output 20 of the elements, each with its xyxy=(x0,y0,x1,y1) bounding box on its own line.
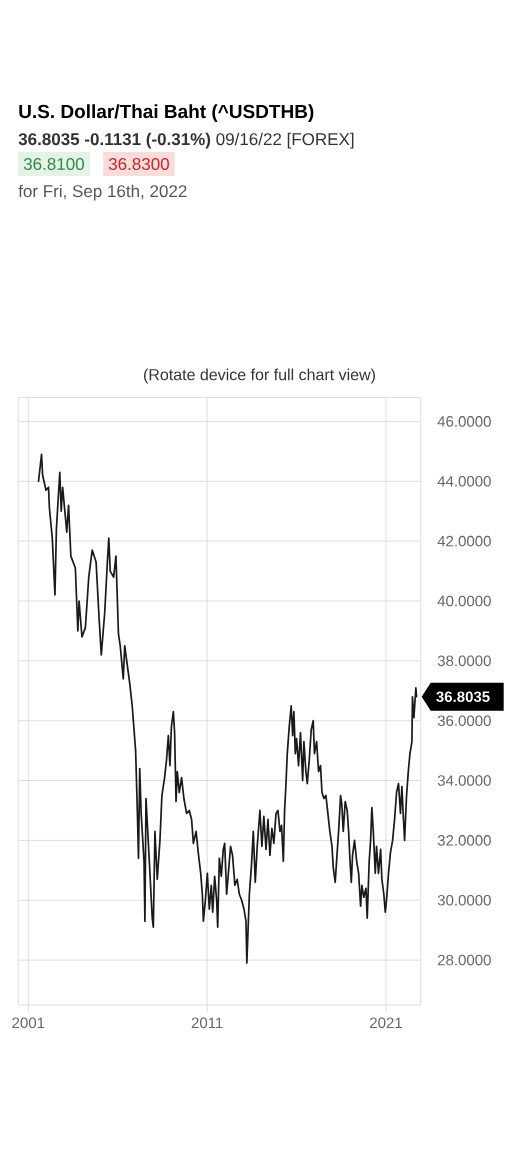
chart-title: U.S. Dollar/Thai Baht (^USDTHB) xyxy=(19,104,314,122)
text: 36.8300 xyxy=(108,157,169,171)
chart-subtitle: 36.8035 -0.1131 (-0.31%) 09/16/22 [FOREX] xyxy=(18,132,354,149)
text: (Rotate device for full chart view) xyxy=(144,368,375,384)
text: 36.8100 xyxy=(23,157,84,171)
y-tick-label: 38.0000 xyxy=(437,655,491,667)
y-tick-label: 46.0000 xyxy=(437,416,491,427)
y-tick-label: 36.0000 xyxy=(437,715,491,726)
y-tick-label: 28.0000 xyxy=(437,954,491,966)
y-tick-label: 44.0000 xyxy=(437,475,491,487)
text: 36.8035 xyxy=(436,691,490,703)
text: for Fri, Sep 16th, 2022 xyxy=(18,184,187,201)
y-tick-label: 30.0000 xyxy=(437,894,491,906)
x-tick-label: 2011 xyxy=(191,1017,223,1029)
x-tick-label: 2021 xyxy=(370,1017,402,1029)
y-tick-label: 32.0000 xyxy=(437,835,491,846)
y-tick-label: 42.0000 xyxy=(437,535,491,547)
y-tick-label: 34.0000 xyxy=(437,775,491,786)
y-tick-label: 40.0000 xyxy=(437,595,491,607)
x-tick-label: 2001 xyxy=(12,1017,45,1029)
